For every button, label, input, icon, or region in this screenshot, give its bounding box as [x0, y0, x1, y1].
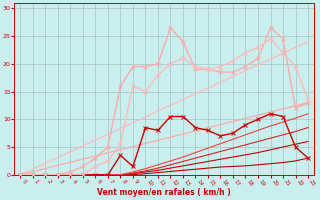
- X-axis label: Vent moyen/en rafales ( km/h ): Vent moyen/en rafales ( km/h ): [97, 188, 231, 197]
